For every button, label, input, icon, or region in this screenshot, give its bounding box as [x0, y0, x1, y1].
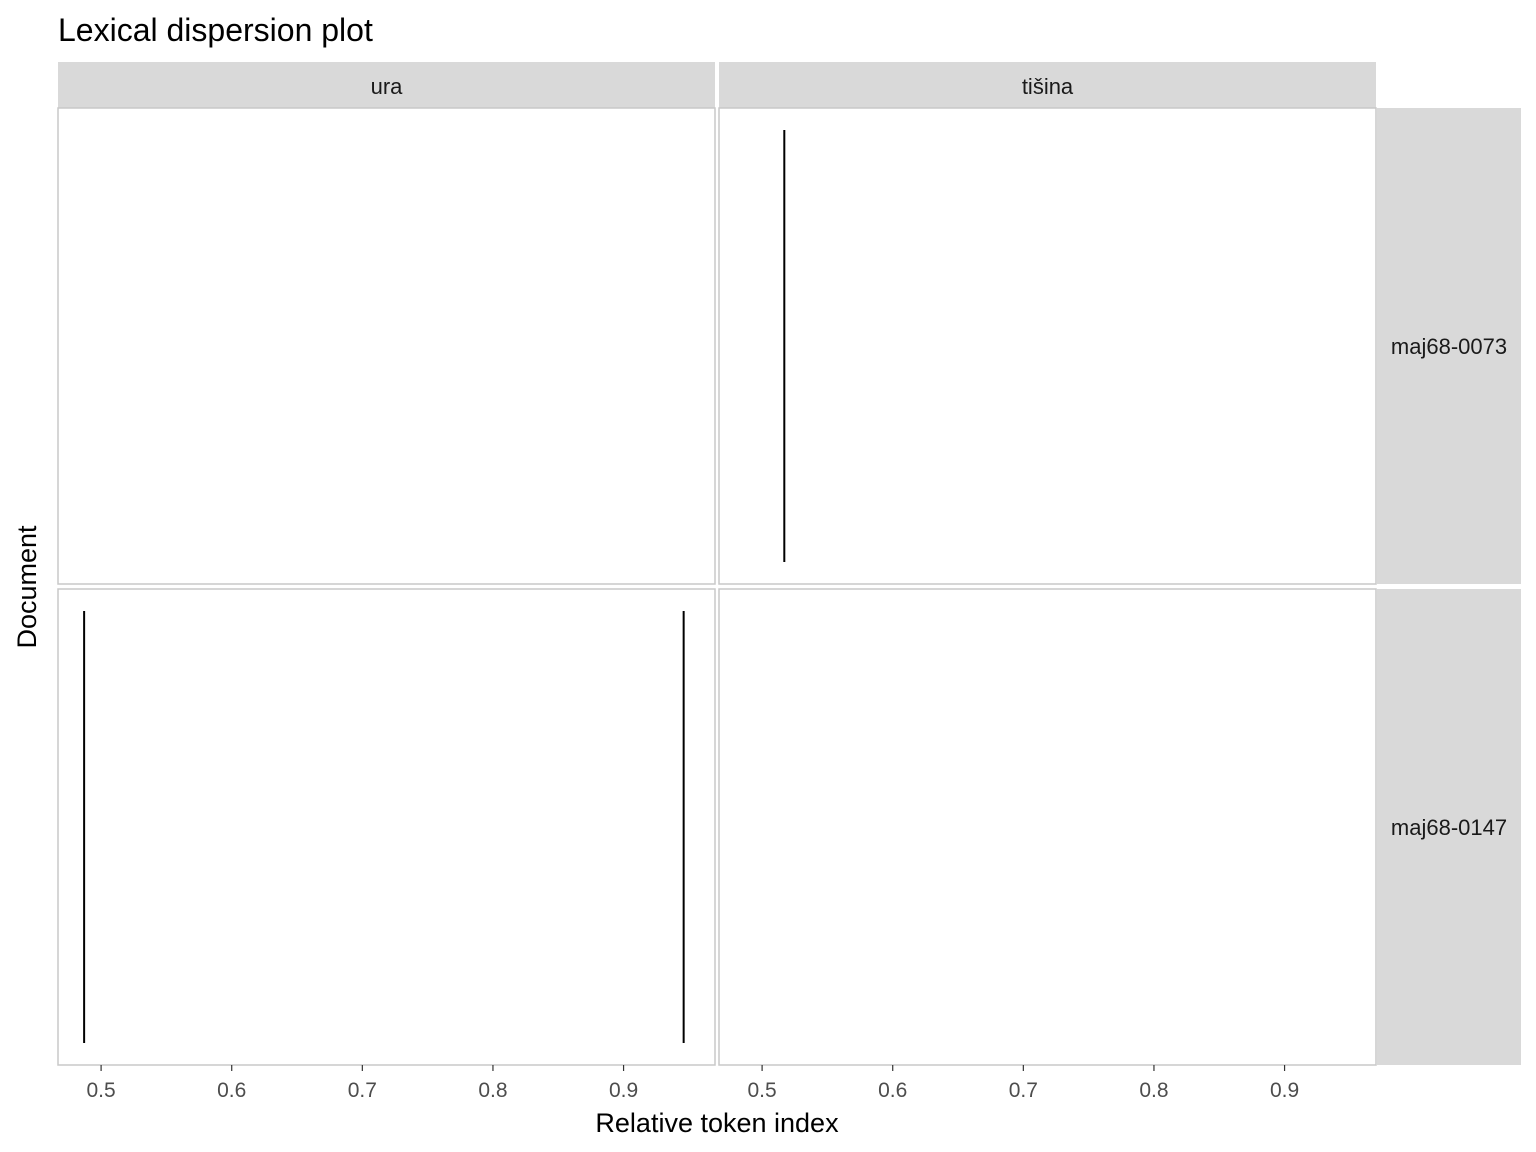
strip-column-tisina: tišina — [719, 62, 1376, 108]
panel-background — [57, 107, 716, 585]
x-axis-ura: 0.5 0.6 0.7 0.8 0.9 — [87, 1065, 638, 1102]
column-strips: ura tišina — [58, 62, 1376, 108]
strip-background — [1377, 108, 1521, 584]
row-strips: maj68-0073 maj68-0147 — [1377, 108, 1521, 1065]
x-tick-label: 0.9 — [609, 1079, 638, 1102]
strip-row-maj68-0073: maj68-0073 — [1377, 108, 1521, 584]
panel-background — [718, 588, 1377, 1066]
x-tick-label: 0.6 — [878, 1079, 907, 1102]
x-tick-label: 0.5 — [748, 1079, 777, 1102]
strip-background — [58, 62, 715, 108]
panel-background — [57, 588, 716, 1066]
strip-label: maj68-0073 — [1391, 334, 1507, 359]
panel-maj68-0147-ura — [57, 588, 716, 1066]
x-tick-label: 0.9 — [1270, 1079, 1299, 1102]
strip-column-ura: ura — [58, 62, 715, 108]
chart-title: Lexical dispersion plot — [58, 12, 373, 48]
facet-panels — [57, 107, 1377, 1066]
panel-maj68-0073-tisina — [718, 107, 1377, 585]
strip-row-maj68-0147: maj68-0147 — [1377, 589, 1521, 1065]
x-tick-label: 0.8 — [478, 1079, 507, 1102]
panel-maj68-0073-ura — [57, 107, 716, 585]
strip-background — [719, 62, 1376, 108]
strip-label: ura — [371, 74, 404, 99]
x-tick-label: 0.8 — [1139, 1079, 1168, 1102]
y-axis-title: Document — [12, 525, 42, 649]
x-tick-label: 0.7 — [1009, 1079, 1038, 1102]
strip-background — [1377, 589, 1521, 1065]
x-tick-label: 0.5 — [87, 1079, 116, 1102]
x-tick-label: 0.7 — [348, 1079, 377, 1102]
strip-label: maj68-0147 — [1391, 815, 1507, 840]
panel-background — [718, 107, 1377, 585]
strip-label: tišina — [1022, 74, 1074, 99]
x-axes: 0.5 0.6 0.7 0.8 0.9 0.5 0.6 0.7 0.8 0.9 — [87, 1065, 1299, 1102]
panel-maj68-0147-tisina — [718, 588, 1377, 1066]
x-axis-title: Relative token index — [595, 1108, 839, 1138]
x-axis-tisina: 0.5 0.6 0.7 0.8 0.9 — [748, 1065, 1299, 1102]
x-tick-label: 0.6 — [217, 1079, 246, 1102]
